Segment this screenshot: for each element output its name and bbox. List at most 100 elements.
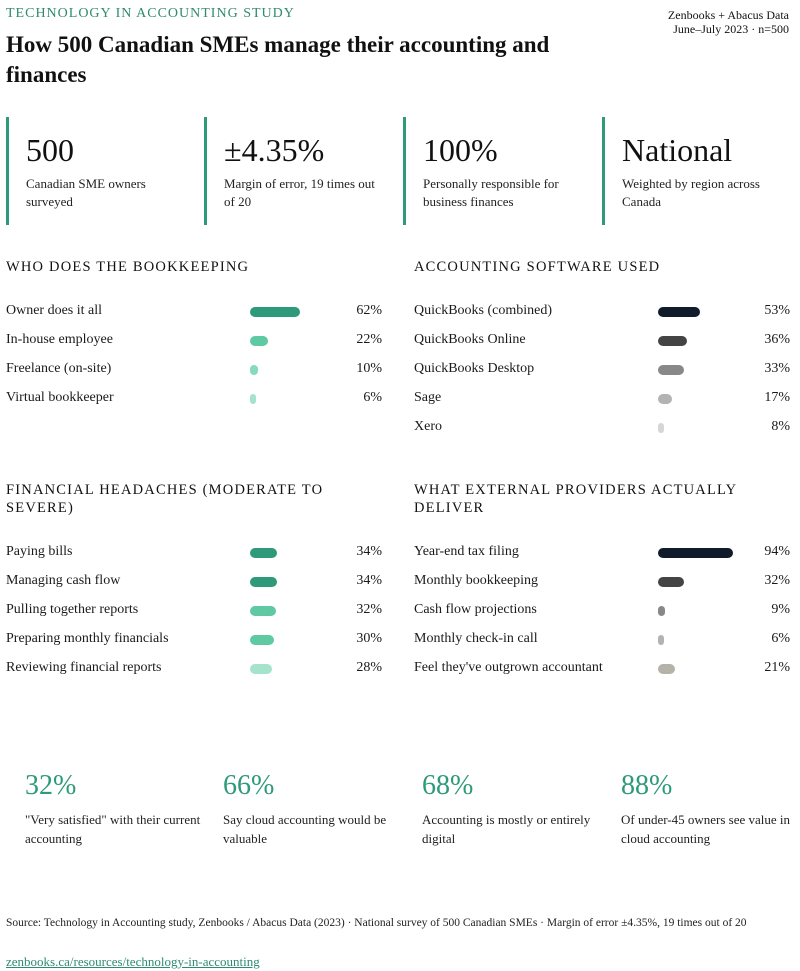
bar [658,635,664,645]
bar [250,336,268,346]
bar [250,577,278,587]
bar-row: Monthly check-in call 6% [414,629,790,651]
bar-row: Reviewing financial reports 28% [6,658,382,680]
stat-cloud-valuable: 66% Say cloud accounting would be valuab… [223,770,403,848]
kpi-label: Margin of error, 19 times out of 20 [224,176,375,209]
bar-value: 17% [764,390,790,405]
bar-value: 10% [356,361,382,376]
bar-row: Managing cash flow 34% [6,571,382,593]
bar-value: 34% [356,544,382,559]
bar-row: Owner does it all 62% [6,301,382,323]
bar-value: 28% [356,660,382,675]
bar-label: In-house employee [6,332,113,347]
bar-label: QuickBooks Desktop [414,361,535,376]
chart-title-headaches: FINANCIAL HEADACHES (MODERATE TO SEVERE) [6,482,324,516]
bar-value: 9% [771,602,790,617]
bar [250,365,258,375]
bar-label: Reviewing financial reports [6,660,162,675]
bar-row: Feel they've outgrown accountant 21% [414,658,790,680]
bar [250,394,256,404]
kpi-margin-of-error: ±4.35% Margin of error, 19 times out of … [204,117,384,225]
bar [658,423,665,433]
kpi-value: National [622,132,733,168]
stat-value: 88% [621,770,673,801]
bar-value: 94% [764,544,790,559]
bar-label: Pulling together reports [6,602,139,617]
bar [250,606,276,616]
bar-label: Monthly check-in call [414,631,538,646]
bar [658,664,675,674]
bar-row: Cash flow projections 9% [414,600,790,622]
bar-row: Sage 17% [414,388,790,410]
bar-label: Managing cash flow [6,573,121,588]
bar [250,635,274,645]
study-meta: Zenbooks + Abacus Data June–July 2023 · … [668,8,789,36]
bar-label: Year-end tax filing [414,544,519,559]
bar-row: Preparing monthly financials 30% [6,629,382,651]
kpi-row: 500 Canadian SME owners surveyed ±4.35% … [6,117,796,225]
bar-label: Xero [414,419,442,434]
bar-label: Feel they've outgrown accountant [414,660,603,675]
meta-line-1: Zenbooks + Abacus Data [667,8,789,22]
bar-value: 62% [356,303,382,318]
bar-row: QuickBooks (combined) 53% [414,301,790,323]
bar-label: Cash flow projections [414,602,537,617]
bar-value: 34% [356,573,382,588]
bar-row: Pulling together reports 32% [6,600,382,622]
bar-row: Xero 8% [414,417,790,439]
chart-title-software: ACCOUNTING SOFTWARE USED [414,259,661,275]
bar-value: 6% [363,390,382,405]
bar [250,307,300,317]
meta-line-2: June–July 2023 · n=500 [673,22,789,36]
source-note: Source: Technology in Accounting study, … [6,917,747,929]
kpi-value: 500 [26,132,74,168]
chart-title-providers: WHAT EXTERNAL PROVIDERS ACTUALLY DELIVER [414,482,737,516]
bar-row: Year-end tax filing 94% [414,542,790,564]
stat-label: Say cloud accounting would be valuable [223,812,387,846]
bar [658,336,687,346]
bar [658,307,701,317]
kpi-label: Personally responsible for business fina… [423,176,559,209]
bar-value: 32% [356,602,382,617]
kpi-sample-size: 500 Canadian SME owners surveyed [6,117,186,225]
bar [250,548,278,558]
stat-digital: 68% Accounting is mostly or entirely dig… [422,770,602,848]
bar-row: In-house employee 22% [6,330,382,352]
eyebrow: TECHNOLOGY IN ACCOUNTING STUDY [6,6,295,21]
stat-value: 66% [223,770,275,801]
bar-row: Virtual bookkeeper 6% [6,388,382,410]
bar-label: Owner does it all [6,303,103,318]
stat-label: Accounting is mostly or entirely digital [422,812,591,846]
bar-row: Paying bills 34% [6,542,382,564]
stat-value: 32% [25,770,77,801]
bar-label: Virtual bookkeeper [6,390,114,405]
bar-label: Paying bills [6,544,73,559]
bar-value: 36% [764,332,790,347]
kpi-national: National Weighted by region across Canad… [602,117,782,225]
stat-label: "Very satisfied" with their current acco… [25,812,201,846]
bar [658,548,734,558]
bar-label: Freelance (on-site) [6,361,112,376]
kpi-responsible: 100% Personally responsible for business… [403,117,583,225]
bar-value: 33% [764,361,790,376]
stat-value: 68% [422,770,474,801]
kpi-value: 100% [423,132,498,168]
source-link[interactable]: zenbooks.ca/resources/technology-in-acco… [6,954,260,969]
chart-title-bookkeeping: WHO DOES THE BOOKKEEPING [6,259,250,275]
bar-value: 32% [764,573,790,588]
bar-value: 22% [356,332,382,347]
bar-row: Monthly bookkeeping 32% [414,571,790,593]
bar-value: 21% [764,660,790,675]
kpi-label: Canadian SME owners surveyed [26,176,146,209]
kpi-value: ±4.35% [224,132,325,168]
bar-label: Preparing monthly financials [6,631,169,646]
kpi-label: Weighted by region across Canada [622,176,760,209]
stat-under-45: 88% Of under-45 owners see value in clou… [621,770,800,848]
bar-label: QuickBooks (combined) [414,303,553,318]
bar [658,394,672,404]
stat-label: Of under-45 owners see value in cloud ac… [621,812,791,846]
bar-label: QuickBooks Online [414,332,526,347]
bar [250,664,273,674]
bar-row: QuickBooks Online 36% [414,330,790,352]
bar-value: 30% [356,631,382,646]
